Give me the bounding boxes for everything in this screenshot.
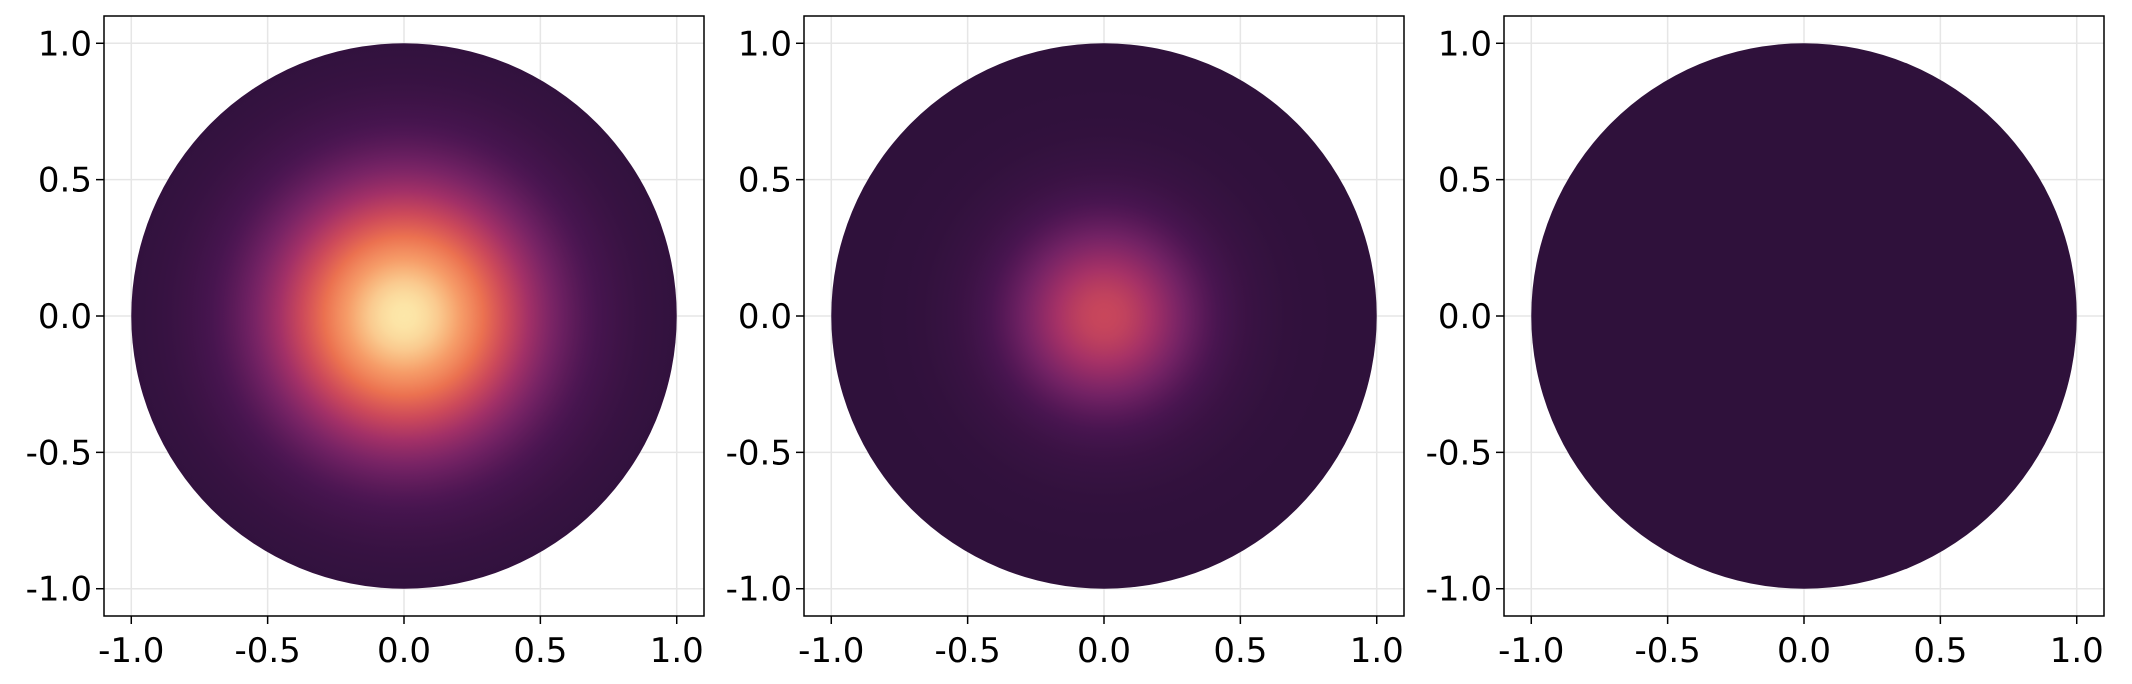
y-tick-label: -1.0	[26, 570, 92, 610]
heatmap-panel-1: -1.0 -0.5 0.0 0.5 1.0 1.0 0.5 0.0 -0.5 -1.0	[26, 15, 705, 671]
x-tick-label: 1.0	[2050, 631, 2104, 671]
y-tick-label: 0.0	[738, 297, 792, 337]
x-tick-label: 0.0	[1777, 631, 1831, 671]
x-tick-label: -1.0	[798, 631, 864, 671]
heatmap-disk	[1531, 43, 2077, 589]
y-tick-label: 0.5	[38, 161, 92, 201]
x-tick-label: -0.5	[1634, 631, 1700, 671]
x-tick-label: -1.0	[1498, 631, 1564, 671]
y-tick-label: -1.0	[726, 570, 792, 610]
heatmap-panel-3: -1.0 -0.5 0.0 0.5 1.0 1.0 0.5 0.0 -0.5 -1.0	[1426, 15, 2105, 671]
y-tick-label: 0.5	[1438, 161, 1492, 201]
y-tick-label: 0.0	[1438, 297, 1492, 337]
x-tick-label: -0.5	[934, 631, 1000, 671]
y-tick-label: 0.5	[738, 161, 792, 201]
y-tick-label: 1.0	[738, 24, 792, 64]
x-tick-label: 0.5	[1213, 631, 1267, 671]
y-tick-label: -1.0	[1426, 570, 1492, 610]
y-tick-label: -0.5	[26, 433, 92, 473]
x-tick-label: 0.5	[1913, 631, 1967, 671]
y-tick-label: 1.0	[38, 24, 92, 64]
x-tick-label: -1.0	[98, 631, 164, 671]
y-tick-label: 1.0	[1438, 24, 1492, 64]
x-tick-label: 0.5	[513, 631, 567, 671]
heatmap-panel-2: -1.0 -0.5 0.0 0.5 1.0 1.0 0.5 0.0 -0.5 -1.0	[726, 15, 1405, 671]
y-tick-label: -0.5	[726, 433, 792, 473]
x-tick-label: 1.0	[650, 631, 704, 671]
y-tick-label: 0.0	[38, 297, 92, 337]
y-tick-label: -0.5	[1426, 433, 1492, 473]
heatmap-disk	[831, 43, 1377, 589]
heatmap-disk	[131, 43, 677, 589]
x-tick-label: 0.0	[1077, 631, 1131, 671]
x-tick-label: 1.0	[1350, 631, 1404, 671]
x-tick-label: 0.0	[377, 631, 431, 671]
x-tick-label: -0.5	[234, 631, 300, 671]
